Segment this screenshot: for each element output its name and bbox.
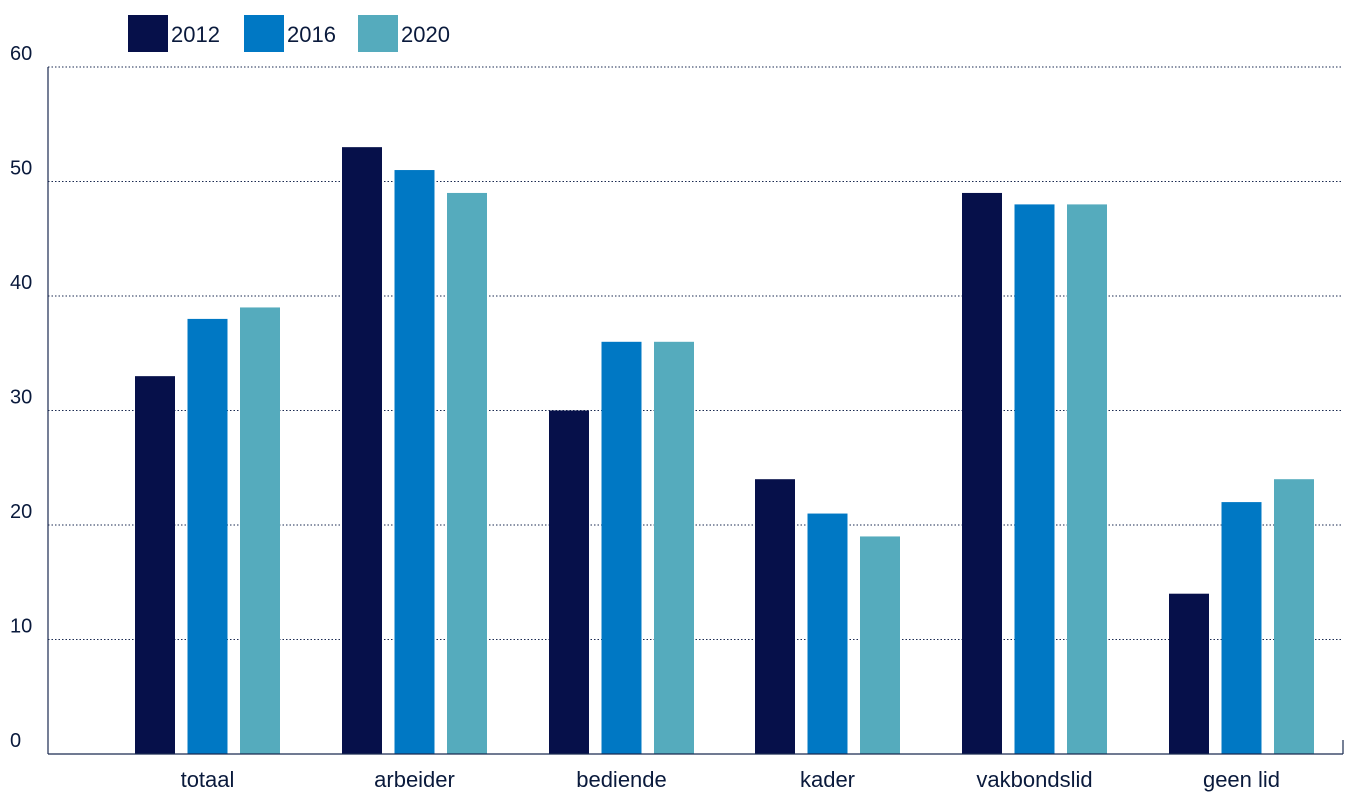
bar-vakbondslid-2012 — [962, 192, 1002, 754]
bar-arbeider-2016 — [394, 170, 435, 755]
x-tick-label-vakbondslid: vakbondslid — [976, 767, 1092, 792]
bar-kader-2012 — [755, 479, 795, 754]
legend-swatch-2016 — [244, 15, 284, 52]
y-axis-ticks: 0 10 20 30 40 50 60 — [10, 43, 32, 752]
y-tick-label-0: 0 — [10, 730, 21, 752]
bars — [135, 147, 1314, 755]
y-tick-label-30: 30 — [10, 387, 32, 409]
legend-label-2016: 2016 — [287, 22, 336, 47]
axes — [47, 67, 1344, 755]
x-axis-labels: totaal arbeider bediende kader vakbondslid ge… — [181, 767, 1280, 792]
x-tick-label-kader: kader — [800, 767, 855, 792]
bar-geen-lid-2012 — [1169, 593, 1209, 754]
grid-lines — [48, 66, 1343, 640]
bar-arbeider-2012 — [342, 147, 382, 754]
bar-geen-lid-2016 — [1221, 502, 1262, 754]
bar-kader-2020 — [860, 536, 900, 754]
legend-label-2012: 2012 — [171, 22, 220, 47]
y-tick-label-50: 50 — [10, 158, 32, 180]
bar-arbeider-2020 — [447, 192, 487, 754]
y-tick-label-60: 60 — [10, 43, 32, 65]
bar-bediende-2016 — [601, 341, 642, 754]
legend: 2012 2016 2020 — [128, 15, 450, 52]
x-tick-label-totaal: totaal — [181, 767, 235, 792]
bar-geen-lid-2020 — [1274, 479, 1314, 754]
bar-totaal-2016 — [187, 318, 228, 754]
legend-label-2020: 2020 — [401, 22, 450, 47]
bar-totaal-2020 — [240, 307, 280, 754]
y-tick-label-20: 20 — [10, 501, 32, 523]
bar-kader-2016 — [807, 513, 848, 754]
x-tick-label-bediende: bediende — [576, 767, 667, 792]
bar-bediende-2020 — [654, 341, 694, 754]
y-tick-label-40: 40 — [10, 272, 32, 294]
bar-bediende-2012 — [549, 410, 589, 754]
y-tick-label-10: 10 — [10, 616, 32, 638]
x-tick-label-geen-lid: geen lid — [1203, 767, 1280, 792]
bar-vakbondslid-2020 — [1067, 204, 1107, 754]
x-tick-label-arbeider: arbeider — [374, 767, 455, 792]
bar-totaal-2012 — [135, 376, 175, 754]
legend-swatch-2020 — [358, 15, 398, 52]
legend-swatch-2012 — [128, 15, 168, 52]
bar-vakbondslid-2016 — [1014, 204, 1055, 754]
